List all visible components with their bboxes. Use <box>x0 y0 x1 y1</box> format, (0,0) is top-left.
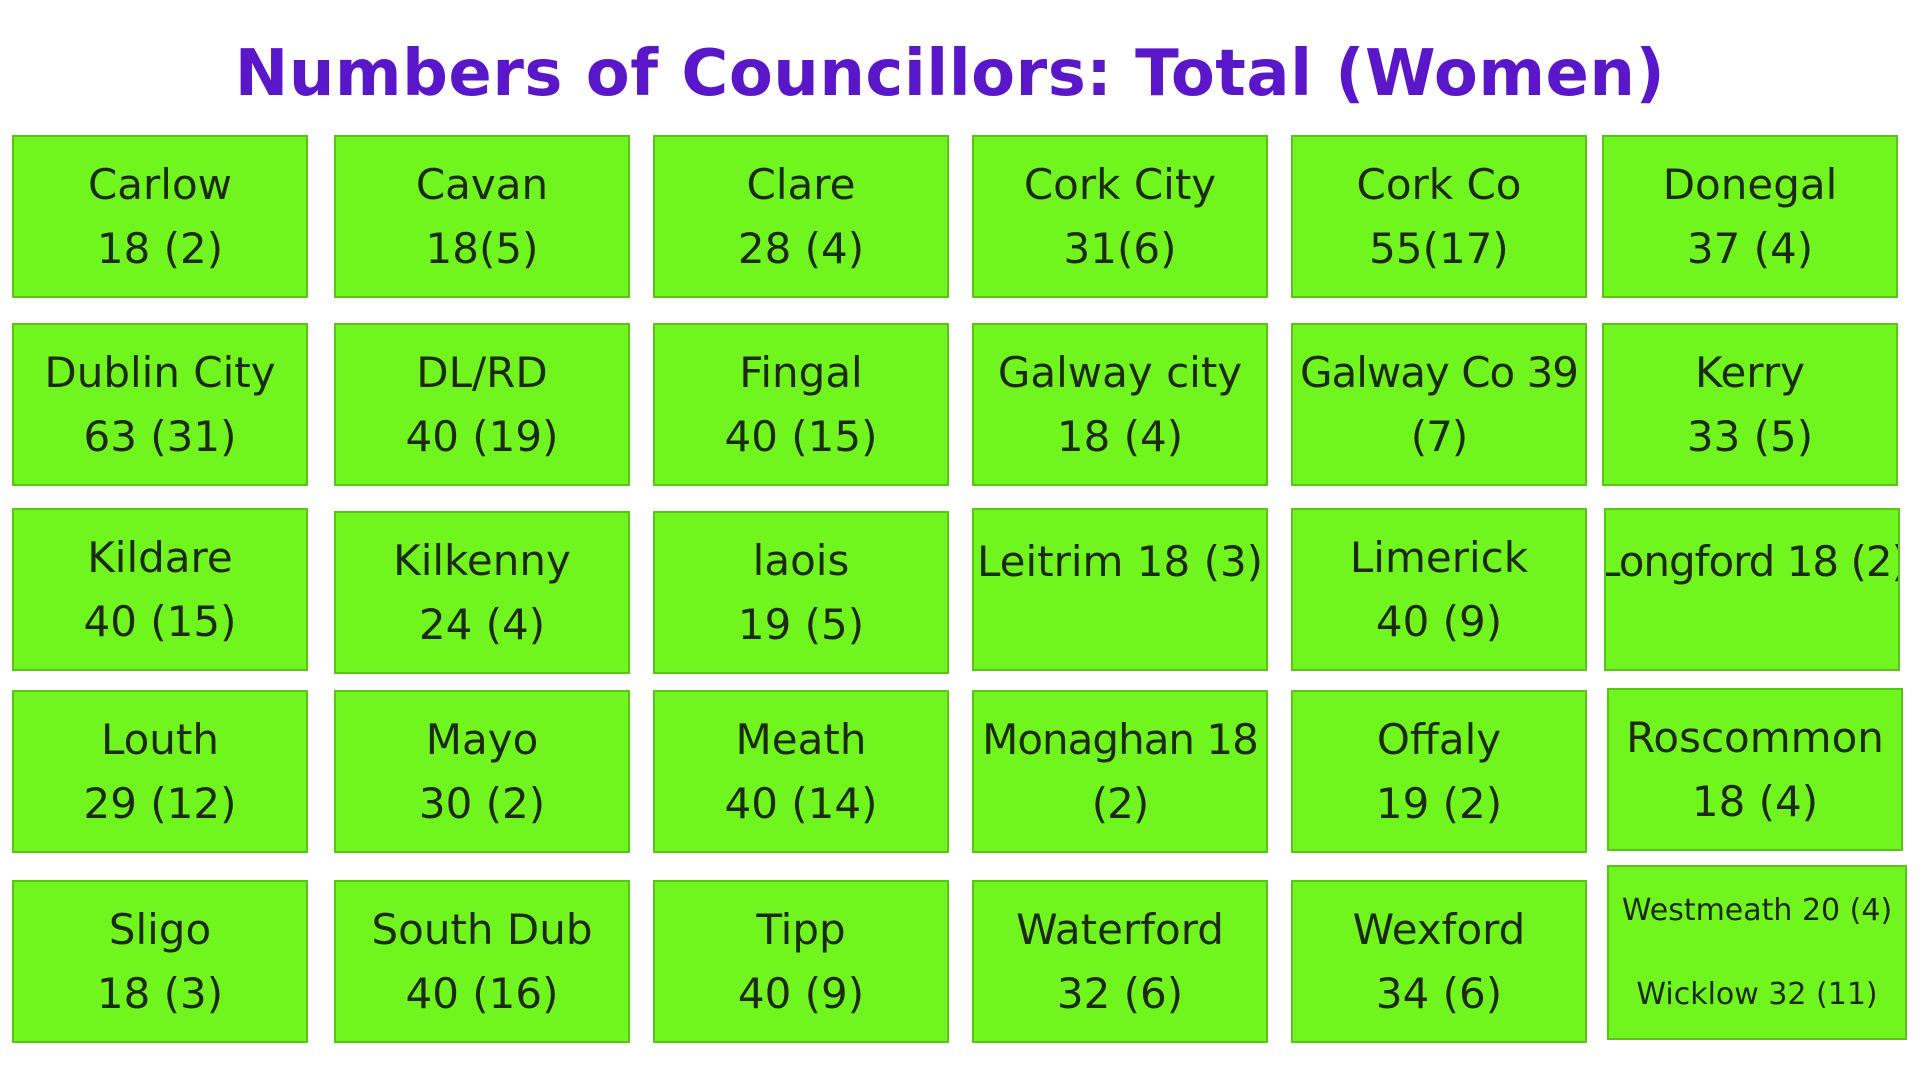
tile-meath: Meath 40 (14) <box>653 690 949 853</box>
tile-name: South Dub <box>371 904 593 954</box>
tile-galway-co: Galway Co 39 (7) <box>1291 323 1587 486</box>
tile-count: (2) <box>1091 778 1149 828</box>
tile-donegal: Donegal 37 (4) <box>1602 135 1898 298</box>
tile-name: Cork Co <box>1356 159 1522 209</box>
tile-name: Offaly <box>1376 714 1502 764</box>
tile-count: 40 (19) <box>405 411 559 461</box>
tile-name: Kildare <box>87 532 233 582</box>
tile-count: 32 (6) <box>1056 968 1184 1018</box>
tile-count: 18(5) <box>425 223 539 273</box>
tile-kerry: Kerry 33 (5) <box>1602 323 1898 486</box>
tile-carlow: Carlow 18 (2) <box>12 135 308 298</box>
tile-name: Meath <box>735 714 867 764</box>
tile-name: Cork City <box>1023 159 1217 209</box>
tile-name: Clare <box>746 159 856 209</box>
tile-count: 40 (9) <box>737 968 865 1018</box>
tile-name: Roscommon <box>1626 712 1884 762</box>
tile-name: Louth <box>100 714 220 764</box>
tile-cavan: Cavan 18(5) <box>334 135 630 298</box>
tile-westmeath: Westmeath 20 (4) <box>1621 892 1893 928</box>
tile-count: 40 (15) <box>724 411 878 461</box>
tile-cork-city: Cork City 31(6) <box>972 135 1268 298</box>
tile-clare: Clare 28 (4) <box>653 135 949 298</box>
tile-count: 19 (2) <box>1375 778 1503 828</box>
tile-name: Cavan <box>415 159 549 209</box>
tile-name: Mayo <box>425 714 539 764</box>
tile-count: 18 (3) <box>96 968 224 1018</box>
tile-dublin-city: Dublin City 63 (31) <box>12 323 308 486</box>
tile-name: Waterford <box>1016 904 1224 954</box>
tile-waterford: Waterford 32 (6) <box>972 880 1268 1043</box>
page-title: Numbers of Councillors: Total (Women) <box>234 37 1666 111</box>
tile-count: 34 (6) <box>1375 968 1503 1018</box>
tile-name: Tipp <box>756 904 846 954</box>
tile-count: 37 (4) <box>1686 223 1814 273</box>
tile-name: laois <box>752 535 850 585</box>
tile-name: Donegal <box>1662 159 1838 209</box>
tile-roscommon: Roscommon 18 (4) <box>1607 688 1903 851</box>
tile-count: (7) <box>1410 411 1468 461</box>
tile-longford: Longford 18 (2) <box>1604 508 1900 671</box>
tile-wexford: Wexford 34 (6) <box>1291 880 1587 1043</box>
tile-count: 18 (4) <box>1056 411 1184 461</box>
tile-monaghan: Monaghan 18 (2) <box>972 690 1268 853</box>
tile-count: 33 (5) <box>1686 411 1814 461</box>
tile-sligo: Sligo 18 (3) <box>12 880 308 1043</box>
tile-name: Monaghan 18 <box>982 714 1259 764</box>
tile-leitrim: Leitrim 18 (3) <box>972 508 1268 671</box>
tile-name: Kerry <box>1695 347 1805 397</box>
tile-wicklow: Wicklow 32 (11) <box>1636 976 1878 1012</box>
tile-count: 18 (4) <box>1691 776 1819 826</box>
tile-count: 40 (16) <box>405 968 559 1018</box>
tile-westmeath-wicklow: Westmeath 20 (4) Wicklow 32 (11) <box>1607 865 1907 1040</box>
tile-cork-co: Cork Co 55(17) <box>1291 135 1587 298</box>
tile-count: 28 (4) <box>737 223 865 273</box>
tile-count: 19 (5) <box>737 599 865 649</box>
tile-count: 40 (9) <box>1375 596 1503 646</box>
tile-fingal: Fingal 40 (15) <box>653 323 949 486</box>
tile-name: Limerick <box>1349 532 1529 582</box>
tile-name: Sligo <box>108 904 212 954</box>
tile-count: 55(17) <box>1369 223 1509 273</box>
tile-name: Fingal <box>739 347 863 397</box>
tile-name: Galway Co 39 <box>1299 347 1579 397</box>
tile-count: 40 (15) <box>83 596 237 646</box>
tile-name: Leitrim 18 (3) <box>976 537 1264 586</box>
tile-offaly: Offaly 19 (2) <box>1291 690 1587 853</box>
tile-name: Dublin City <box>44 347 276 397</box>
tile-count: 31(6) <box>1063 223 1177 273</box>
tile-count: 18 (2) <box>96 223 224 273</box>
tile-count: 63 (31) <box>83 411 237 461</box>
tile-count: 29 (12) <box>83 778 237 828</box>
tile-name: Longford 18 (2) <box>1604 537 1900 586</box>
tile-kilkenny: Kilkenny 24 (4) <box>334 511 630 674</box>
tile-count: 24 (4) <box>418 599 546 649</box>
tile-tipp: Tipp 40 (9) <box>653 880 949 1043</box>
tile-laois: laois 19 (5) <box>653 511 949 674</box>
tile-name: DL/RD <box>416 347 548 397</box>
tile-name: Galway city <box>997 347 1243 397</box>
tile-count: 30 (2) <box>418 778 546 828</box>
tile-name: Wexford <box>1352 904 1526 954</box>
tile-louth: Louth 29 (12) <box>12 690 308 853</box>
tile-kildare: Kildare 40 (15) <box>12 508 308 671</box>
tile-dl-rd: DL/RD 40 (19) <box>334 323 630 486</box>
tile-galway-city: Galway city 18 (4) <box>972 323 1268 486</box>
tile-south-dub: South Dub 40 (16) <box>334 880 630 1043</box>
tile-name: Kilkenny <box>393 535 571 585</box>
tile-count: 40 (14) <box>724 778 878 828</box>
tile-name: Carlow <box>87 159 233 209</box>
tile-mayo: Mayo 30 (2) <box>334 690 630 853</box>
tile-limerick: Limerick 40 (9) <box>1291 508 1587 671</box>
